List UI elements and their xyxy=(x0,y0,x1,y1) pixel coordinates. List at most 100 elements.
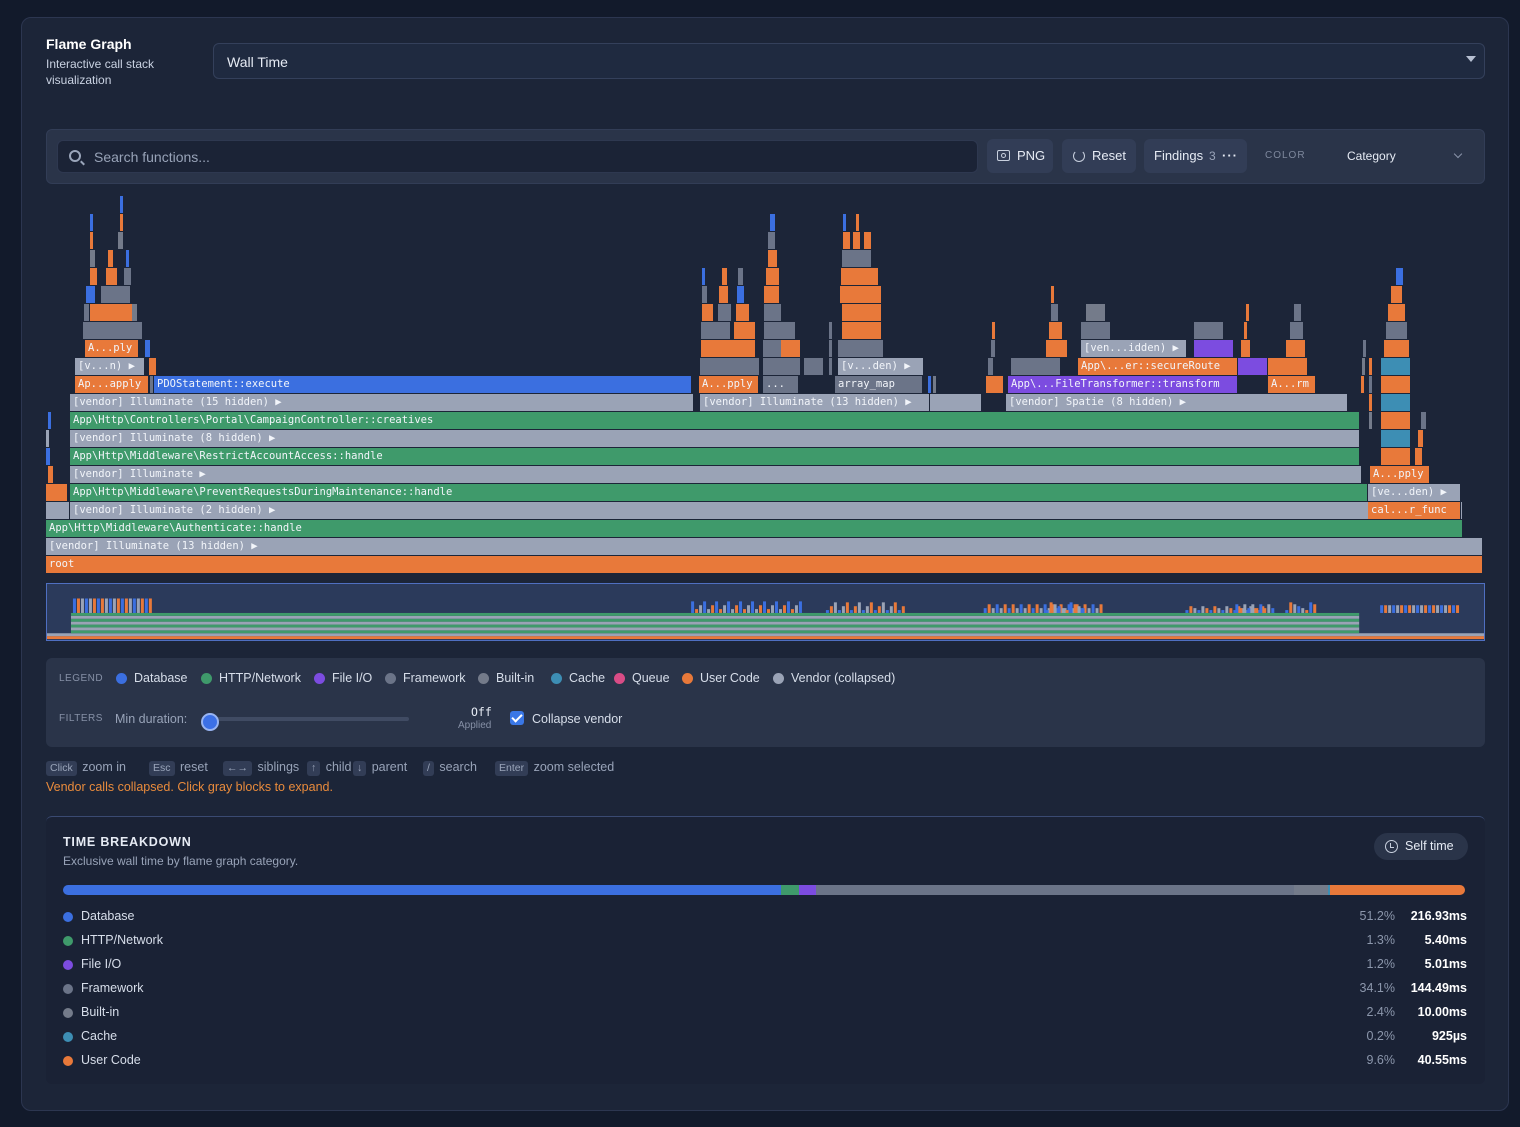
flame-frame[interactable]: array_map xyxy=(835,376,923,393)
flame-frame[interactable] xyxy=(768,232,776,249)
flame-frame[interactable]: A...pply xyxy=(1370,466,1430,483)
flame-frame[interactable] xyxy=(101,286,131,303)
flame-frame[interactable]: PDOStatement::execute xyxy=(154,376,692,393)
flame-frame[interactable] xyxy=(83,322,143,339)
flame-frame[interactable] xyxy=(842,304,882,321)
flame-frame[interactable] xyxy=(1381,412,1411,429)
flame-frame[interactable]: [v...n) ▶ xyxy=(75,358,145,375)
flame-frame[interactable] xyxy=(1425,466,1430,483)
flame-frame[interactable]: [vendor] Illuminate (8 hidden) ▶ xyxy=(70,430,1360,447)
flame-frame[interactable]: [vendor] Illuminate (13 hidden) ▶ xyxy=(700,394,982,411)
flame-frame[interactable] xyxy=(1290,322,1304,339)
flame-frame[interactable] xyxy=(1246,304,1250,321)
flame-frame[interactable]: [vendor] Illuminate (13 hidden) ▶ xyxy=(46,538,1483,555)
flame-frame[interactable]: cal...r_func xyxy=(1368,502,1461,519)
flame-minimap[interactable] xyxy=(46,583,1485,641)
flame-frame[interactable] xyxy=(763,358,801,375)
flame-frame[interactable] xyxy=(1238,358,1268,375)
flame-frame[interactable] xyxy=(1369,376,1373,393)
flame-frame[interactable] xyxy=(1369,394,1373,411)
flame-frame[interactable] xyxy=(46,502,70,519)
flame-frame[interactable] xyxy=(1361,376,1365,393)
flame-frame[interactable] xyxy=(1051,304,1059,321)
flame-frame[interactable] xyxy=(986,376,1004,393)
flame-frame[interactable] xyxy=(149,358,157,375)
flame-frame[interactable]: A...rm xyxy=(1268,376,1316,393)
flame-frame[interactable] xyxy=(764,322,796,339)
collapse-vendor-checkbox[interactable] xyxy=(510,711,524,725)
flame-frame[interactable] xyxy=(118,232,124,249)
flame-frame[interactable] xyxy=(132,304,138,321)
flame-frame[interactable] xyxy=(48,466,54,483)
flame-frame[interactable] xyxy=(1386,322,1408,339)
flame-frame[interactable] xyxy=(1194,322,1224,339)
flame-frame[interactable] xyxy=(1086,304,1106,321)
flame-frame[interactable] xyxy=(702,268,706,285)
flame-frame[interactable] xyxy=(1244,322,1248,339)
flame-frame[interactable]: App\Http\Middleware\PreventRequestsDurin… xyxy=(70,484,1368,501)
flame-frame[interactable] xyxy=(702,286,708,303)
flame-frame[interactable] xyxy=(702,304,714,321)
flame-frame[interactable] xyxy=(84,304,90,321)
png-button[interactable]: PNG xyxy=(987,139,1053,173)
flame-frame[interactable] xyxy=(1384,340,1410,357)
flame-frame[interactable]: [vendor] Illuminate (2 hidden) ▶ xyxy=(70,502,1463,519)
flame-frame[interactable] xyxy=(843,214,847,231)
mode-select[interactable]: Wall Time xyxy=(213,43,1485,79)
flame-frame[interactable] xyxy=(701,340,756,357)
flame-frame[interactable]: [v...den) ▶ xyxy=(838,358,924,375)
flame-frame[interactable] xyxy=(88,304,134,321)
flame-frame[interactable] xyxy=(108,250,114,267)
flame-frame[interactable]: [vendor] Spatie (8 hidden) ▶ xyxy=(1006,394,1348,411)
flame-frame[interactable] xyxy=(781,340,801,357)
flame-frame[interactable] xyxy=(992,322,996,339)
flame-frame[interactable] xyxy=(1362,358,1366,375)
flame-frame[interactable] xyxy=(991,340,996,357)
flame-frame[interactable] xyxy=(736,304,750,321)
flame-frame[interactable] xyxy=(150,376,154,393)
flame-frame[interactable]: A...ply xyxy=(85,340,139,357)
flame-frame[interactable]: App\...FileTransformer::transform xyxy=(1008,376,1238,393)
flame-frame[interactable] xyxy=(46,430,50,447)
flame-frame[interactable] xyxy=(48,412,52,429)
flame-frame[interactable] xyxy=(124,268,132,285)
flame-frame[interactable] xyxy=(120,196,124,213)
flame-frame[interactable] xyxy=(90,250,96,267)
flame-frame[interactable] xyxy=(1381,394,1411,411)
flame-frame[interactable] xyxy=(766,268,780,285)
flame-frame[interactable] xyxy=(843,232,851,249)
findings-button[interactable]: Findings 3 ··· xyxy=(1144,139,1247,173)
flame-frame[interactable] xyxy=(737,286,745,303)
color-mode-select[interactable]: Category xyxy=(1337,141,1473,171)
flame-frame[interactable] xyxy=(738,268,744,285)
flame-frame[interactable] xyxy=(700,358,760,375)
flame-frame[interactable] xyxy=(841,268,879,285)
flame-frame[interactable] xyxy=(1268,358,1308,375)
flame-frame[interactable] xyxy=(718,304,732,321)
flame-frame[interactable] xyxy=(1369,358,1373,375)
flame-frame[interactable] xyxy=(1294,304,1302,321)
flame-frame[interactable] xyxy=(1286,340,1306,357)
flame-frame[interactable] xyxy=(145,340,151,357)
flame-frame[interactable] xyxy=(1369,412,1373,429)
flame-frame[interactable] xyxy=(838,340,884,357)
flame-frame[interactable] xyxy=(842,250,872,267)
flame-frame[interactable] xyxy=(1241,340,1251,357)
self-time-button[interactable]: Self time xyxy=(1374,833,1468,860)
flame-frame[interactable] xyxy=(804,358,824,375)
flame-frame[interactable]: A...pply xyxy=(699,376,759,393)
flame-frame[interactable]: App\Http\Middleware\Authenticate::handle xyxy=(46,520,1463,537)
flame-frame[interactable] xyxy=(864,232,872,249)
flame-frame[interactable] xyxy=(90,268,98,285)
flame-frame[interactable] xyxy=(1011,358,1061,375)
flame-frame[interactable] xyxy=(1051,286,1055,303)
search-input[interactable] xyxy=(94,141,954,172)
flame-frame[interactable] xyxy=(856,214,860,231)
flame-frame[interactable] xyxy=(1391,286,1403,303)
flame-frame[interactable] xyxy=(126,250,130,267)
flame-frame[interactable] xyxy=(734,322,756,339)
flame-frame[interactable]: Ap...apply xyxy=(75,376,149,393)
flame-frame[interactable] xyxy=(719,286,729,303)
flame-frame[interactable] xyxy=(829,322,833,339)
flame-frame[interactable] xyxy=(764,286,780,303)
